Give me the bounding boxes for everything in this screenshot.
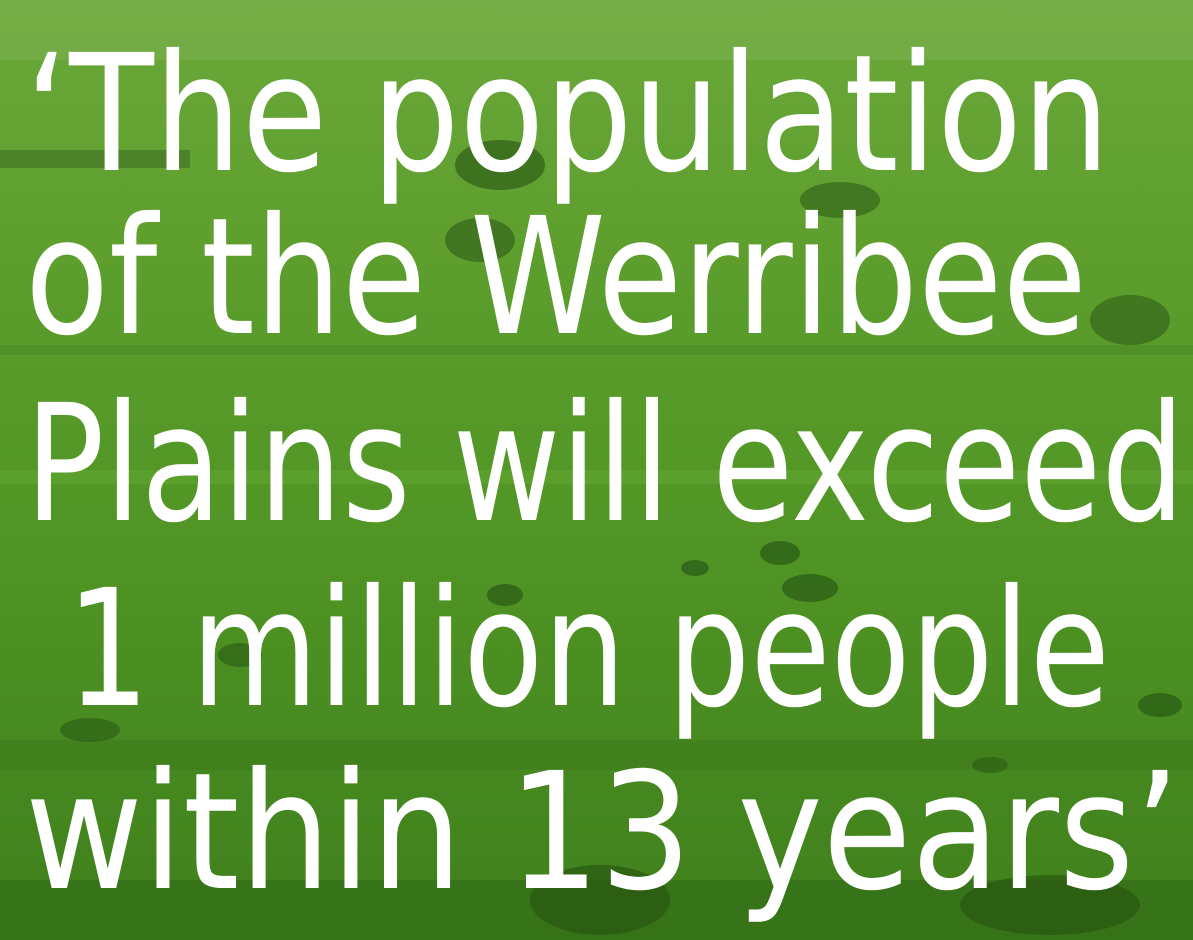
quote-card: ‘The population of the Werribee Plains w… (0, 0, 1193, 940)
quote: ‘The population of the Werribee Plains w… (25, 21, 1185, 927)
quote-line: Plains will exceed (25, 371, 1185, 559)
quote-line: 1 million people (25, 556, 1110, 744)
quote-line: of the Werribee (25, 184, 1087, 372)
quote-line: within 13 years’ (25, 739, 1180, 927)
quote-line: ‘The population (25, 21, 1110, 209)
page: ‘The population of the Werribee Plains w… (0, 0, 1193, 940)
